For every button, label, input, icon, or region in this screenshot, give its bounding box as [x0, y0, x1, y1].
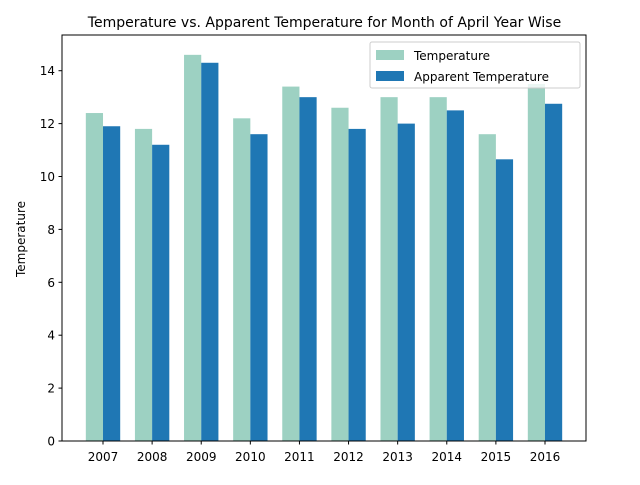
bar-apparent-temperature-2012 — [348, 128, 366, 441]
bars-layer — [85, 54, 563, 442]
axes-layer: 0 2 4 6 8 10 12 14 2007 2008 2009 2010 2011 2012 2013 2… — [40, 34, 587, 464]
bar-apparent-temperature-2008 — [152, 144, 170, 441]
x-tick-label-2014: 2014 — [432, 450, 463, 464]
bar-apparent-temperature-2007 — [103, 126, 121, 441]
bar-apparent-temperature-2009 — [201, 62, 219, 442]
legend-swatch-temperature — [376, 50, 404, 60]
x-tick-label-2008: 2008 — [137, 450, 168, 464]
y-tick-label-2: 2 — [47, 382, 55, 396]
x-tick-label-2015: 2015 — [481, 450, 512, 464]
bar-temperature-2015 — [478, 134, 496, 441]
x-tick-label-2007: 2007 — [88, 450, 119, 464]
legend: Temperature Apparent Temperature — [369, 41, 581, 89]
bar-temperature-2012 — [331, 107, 349, 442]
y-tick-label-6: 6 — [47, 276, 55, 290]
legend-label-apparent-temperature: Apparent Temperature — [414, 70, 549, 84]
chart-title: Temperature vs. Apparent Temperature for… — [87, 15, 561, 31]
x-tick-label-2011: 2011 — [284, 450, 315, 464]
bar-apparent-temperature-2013 — [397, 123, 415, 442]
bar-apparent-temperature-2014 — [446, 110, 464, 441]
y-tick-label-8: 8 — [47, 223, 55, 237]
bar-temperature-2008 — [134, 128, 153, 441]
y-tick-label-14: 14 — [40, 64, 55, 78]
bar-apparent-temperature-2011 — [299, 97, 317, 441]
y-axis-label: Temperature — [14, 201, 28, 278]
legend-swatch-apparent-temperature — [376, 71, 404, 81]
y-tick-label-10: 10 — [40, 170, 55, 184]
bar-apparent-temperature-2010 — [250, 134, 268, 441]
bar-temperature-2016 — [527, 83, 545, 442]
x-tick-label-2016: 2016 — [530, 450, 561, 464]
bar-temperature-2010 — [233, 118, 251, 441]
legend-label-temperature: Temperature — [413, 49, 490, 63]
plot-frame — [61, 34, 587, 442]
x-tick-label-2013: 2013 — [382, 450, 413, 464]
bar-temperature-2009 — [184, 54, 202, 442]
y-tick-label-4: 4 — [47, 329, 55, 343]
y-tick-label-0: 0 — [47, 435, 55, 449]
x-tick-label-2010: 2010 — [235, 450, 266, 464]
bar-apparent-temperature-2015 — [495, 159, 514, 441]
bar-temperature-2014 — [429, 97, 447, 441]
x-tick-label-2012: 2012 — [333, 450, 364, 464]
bar-temperature-2007 — [85, 113, 104, 441]
bar-temperature-2013 — [380, 97, 398, 441]
legend-box — [369, 41, 581, 89]
y-tick-label-12: 12 — [40, 117, 55, 131]
bar-apparent-temperature-2016 — [544, 103, 563, 442]
x-tick-label-2009: 2009 — [186, 450, 217, 464]
bar-temperature-2011 — [282, 86, 300, 441]
